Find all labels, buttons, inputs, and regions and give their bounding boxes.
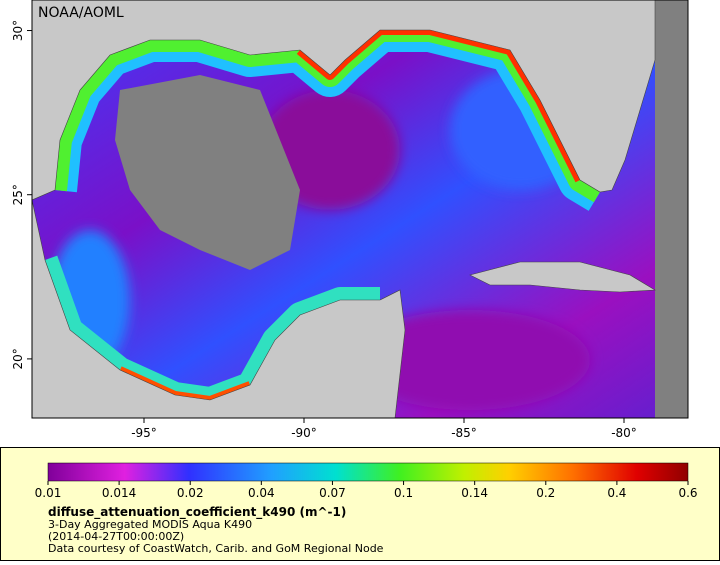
colorbar-tick-label: 0.6 bbox=[678, 486, 697, 500]
y-tick-label: 20° bbox=[11, 348, 25, 369]
x-tick-label: -85° bbox=[451, 426, 477, 440]
y-tick-label: 25° bbox=[11, 184, 25, 205]
x-tick-label: -80° bbox=[611, 426, 637, 440]
colorbar-ticks: 0.01 0.014 0.02 0.04 0.07 0.1 0.14 0.2 0.4 0.6 bbox=[35, 481, 698, 500]
colorbar-tick-label: 0.4 bbox=[607, 486, 626, 500]
caption-line: (2014-04-27T00:00:00Z) bbox=[48, 530, 184, 543]
caption-line: 3-Day Aggregated MODIS Aqua K490 bbox=[48, 518, 252, 531]
colorbar-tick-label: 0.01 bbox=[35, 486, 62, 500]
x-tick-label: -95° bbox=[131, 426, 157, 440]
colorbar-tick-label: 0.1 bbox=[394, 486, 413, 500]
colorbar-tick-label: 0.07 bbox=[319, 486, 346, 500]
y-tick-label: 30° bbox=[11, 20, 25, 41]
no-data-areas bbox=[115, 0, 688, 418]
colorbar-tick-label: 0.2 bbox=[536, 486, 555, 500]
colorbar-tick-label: 0.04 bbox=[248, 486, 275, 500]
colorbar-tick-label: 0.02 bbox=[177, 486, 204, 500]
axes: -95° -90° -85° -80° 20° 25° 30° bbox=[11, 20, 637, 440]
map: NOAA/AOML bbox=[32, 0, 688, 418]
caption-line: Data courtesy of CoastWatch, Carib. and … bbox=[48, 542, 384, 555]
credit: NOAA/AOML bbox=[38, 5, 124, 21]
land bbox=[32, 0, 656, 418]
colorbar bbox=[47, 462, 689, 482]
caption-title: diffuse_attenuation_coefficient_k490 (m^… bbox=[48, 505, 346, 520]
colorbar-tick-label: 0.014 bbox=[102, 486, 136, 500]
map-frame bbox=[31, 0, 689, 419]
colorbar-tick-label: 0.14 bbox=[461, 486, 488, 500]
x-tick-label: -90° bbox=[291, 426, 317, 440]
